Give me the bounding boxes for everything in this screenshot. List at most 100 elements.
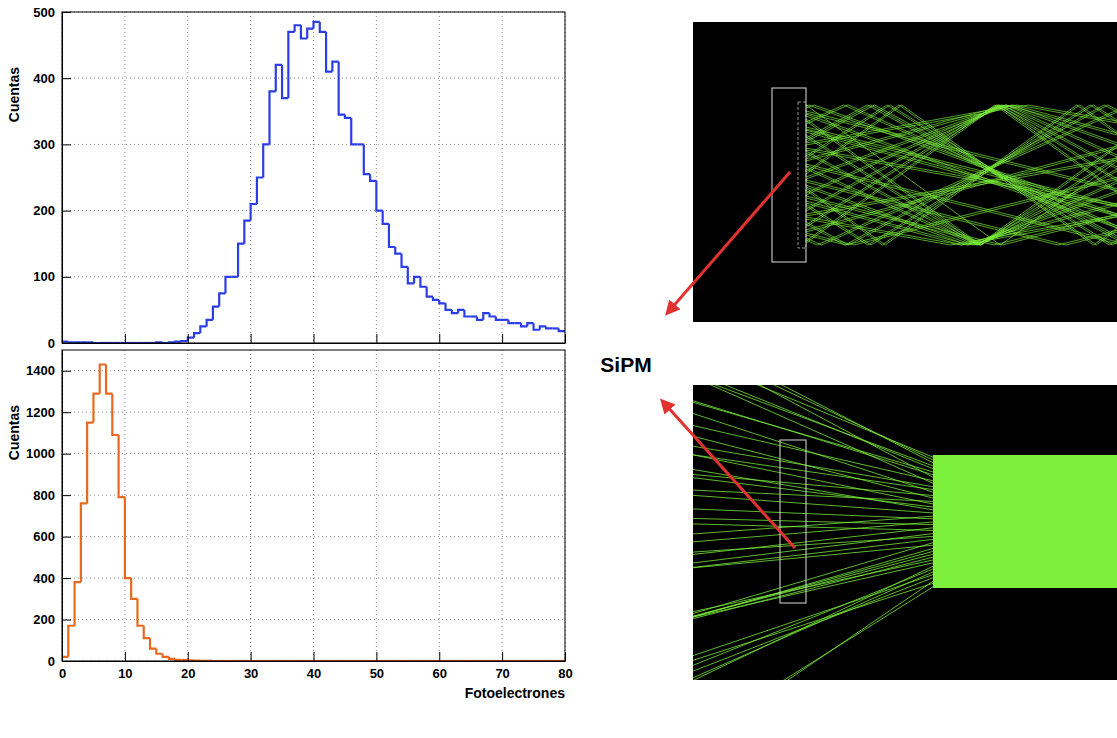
light-path xyxy=(693,490,935,501)
histogram-bin xyxy=(68,626,74,657)
tick-label: 60 xyxy=(433,666,447,681)
tick-mark xyxy=(62,578,71,579)
grid-line-x xyxy=(376,12,377,343)
canvas: 0100200300400500Cuentas02004006008001000… xyxy=(0,0,1117,738)
tick: 40 xyxy=(307,652,321,681)
y-axis-title: Cuentas xyxy=(6,67,22,122)
tick: 300 xyxy=(33,137,71,152)
tick-mark xyxy=(62,144,71,145)
histogram-bin xyxy=(150,638,156,648)
light-path xyxy=(693,385,935,484)
tick-label: 20 xyxy=(181,666,195,681)
histogram-bin xyxy=(263,144,269,177)
light-path xyxy=(693,385,935,470)
grid-line-x xyxy=(313,12,314,343)
tick-label: 400 xyxy=(33,571,55,586)
tick-mark xyxy=(62,454,71,455)
light-path xyxy=(693,542,935,613)
tick xyxy=(376,334,377,343)
light-path xyxy=(806,177,1117,245)
light-path xyxy=(806,114,1117,226)
y-axis: 0200400600800100012001400 xyxy=(26,351,71,669)
tick-mark xyxy=(62,211,71,212)
tick xyxy=(251,334,252,343)
histogram-bin xyxy=(112,394,118,435)
light-path xyxy=(806,105,1117,245)
histogram-bin xyxy=(194,333,200,338)
histogram-bin xyxy=(433,297,439,300)
histogram-bin xyxy=(137,599,143,626)
histogram-bin xyxy=(238,244,244,277)
grid-line-x xyxy=(502,12,503,343)
histogram-bin xyxy=(257,178,263,204)
light-path xyxy=(693,551,935,616)
light-path xyxy=(806,105,1117,245)
grid xyxy=(62,12,565,343)
arrow xyxy=(670,172,790,310)
panel: 0200400600800100012001400010203040506070… xyxy=(6,350,573,701)
histogram-bin xyxy=(383,211,389,224)
light-path xyxy=(693,574,935,656)
tick-mark xyxy=(62,371,71,372)
histogram-bin xyxy=(163,654,169,657)
tick-label: 400 xyxy=(33,71,55,86)
histogram-bin xyxy=(244,221,250,244)
tick-mark xyxy=(62,334,63,343)
light-paths xyxy=(806,105,1117,245)
histogram-bin xyxy=(175,659,181,660)
light-path xyxy=(693,536,935,552)
histogram-bin xyxy=(345,115,351,118)
tick: 20 xyxy=(181,652,195,681)
tick-label: 30 xyxy=(244,666,258,681)
tick: 200 xyxy=(33,203,71,218)
tick-label: 70 xyxy=(495,666,509,681)
grid-line-x xyxy=(250,12,251,343)
light-path xyxy=(806,132,1117,216)
light-path xyxy=(806,105,1117,245)
light-path xyxy=(693,401,935,476)
tick-label: 0 xyxy=(48,654,55,669)
light-path xyxy=(693,577,935,671)
tick: 800 xyxy=(33,488,71,503)
tick: 600 xyxy=(33,529,71,544)
plot-frame xyxy=(62,12,565,343)
light-path xyxy=(806,105,1117,245)
sipm-box xyxy=(780,440,806,603)
tick-mark xyxy=(314,652,315,661)
tick-label: 50 xyxy=(370,666,384,681)
annotation: SiPM xyxy=(600,353,651,376)
light-path xyxy=(806,164,1117,242)
histogram-bin xyxy=(207,320,213,327)
light-path xyxy=(806,158,1117,214)
histogram-bin xyxy=(389,224,395,247)
image-background xyxy=(693,385,1117,680)
sipm-face xyxy=(798,102,806,248)
light-path xyxy=(693,518,935,524)
histogram-bin xyxy=(106,365,112,394)
light-path xyxy=(806,105,1117,245)
grid-line-y xyxy=(62,78,565,79)
tick: 400 xyxy=(33,71,71,86)
histogram-bin xyxy=(546,326,552,328)
light-path xyxy=(693,413,935,492)
grid-line-y xyxy=(62,210,565,211)
histogram-bin xyxy=(288,32,294,98)
light-path xyxy=(693,560,935,612)
histogram-bin xyxy=(87,423,93,504)
grid-line-y xyxy=(62,495,565,496)
fiber-end xyxy=(933,455,1117,588)
y-axis-title: Cuentas xyxy=(6,405,22,460)
histogram-bin xyxy=(320,22,326,32)
tick-mark xyxy=(565,652,566,661)
light-path xyxy=(693,436,935,498)
histogram xyxy=(62,365,565,661)
grid-line-x xyxy=(439,350,440,661)
histogram-bin xyxy=(427,287,433,297)
tick: 1000 xyxy=(26,446,71,461)
histogram-bin xyxy=(402,254,408,267)
plot-frame xyxy=(62,350,565,661)
axis-line xyxy=(63,343,566,344)
histogram-bin xyxy=(376,181,382,211)
tick xyxy=(439,334,440,343)
tick-label: 100 xyxy=(33,269,55,284)
